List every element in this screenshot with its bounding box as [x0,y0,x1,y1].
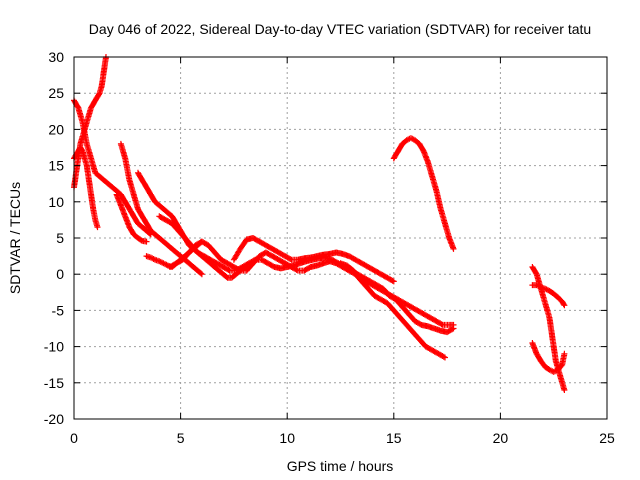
y-tick-label: 5 [56,230,64,246]
y-tick-label: 10 [48,194,64,210]
series-arc-11 [337,260,457,328]
series-arc-4 [117,140,205,278]
series-arc-13 [529,264,568,393]
data-point-markers [529,340,568,375]
data-point-markers [113,191,150,245]
x-tick-label: 15 [386,430,402,446]
y-tick-label: 30 [48,49,64,65]
data-point-markers [337,260,457,328]
grid-lines [74,57,607,419]
y-tick-label: 0 [56,266,64,282]
series-arc-14 [529,282,568,309]
x-tick-label: 0 [70,430,78,446]
data-point-markers [117,140,205,278]
axis-ticks [73,56,608,420]
x-tick-labels: 0 5 10 15 20 25 [70,430,615,446]
data-point-markers [230,235,397,285]
x-tick-label: 20 [493,430,509,446]
chart-title: Day 046 of 2022, Sidereal Day-to-day VTE… [89,21,591,37]
data-point-markers [529,264,568,393]
series-arc-12 [390,135,457,252]
y-tick-labels: -20 -15 -10 -5 0 5 10 15 20 25 30 [44,49,64,427]
y-axis-label: SDTVAR / TECUs [7,182,23,294]
series-arc-5 [113,191,150,245]
y-tick-label: 20 [48,121,64,137]
data-point-markers [529,282,568,309]
y-tick-label: -15 [44,375,64,391]
series-arc-15 [529,340,568,375]
y-tick-label: 25 [48,85,64,101]
data-marks [71,54,568,393]
x-tick-label: 5 [177,430,185,446]
y-tick-label: -10 [44,339,64,355]
series-arc-10 [230,235,397,285]
y-tick-label: -20 [44,411,64,427]
y-tick-label: 15 [48,158,64,174]
y-tick-label: -5 [52,302,65,318]
x-axis-label: GPS time / hours [287,458,394,474]
x-tick-label: 10 [279,430,295,446]
data-point-markers [390,135,457,252]
x-tick-label: 25 [599,430,615,446]
